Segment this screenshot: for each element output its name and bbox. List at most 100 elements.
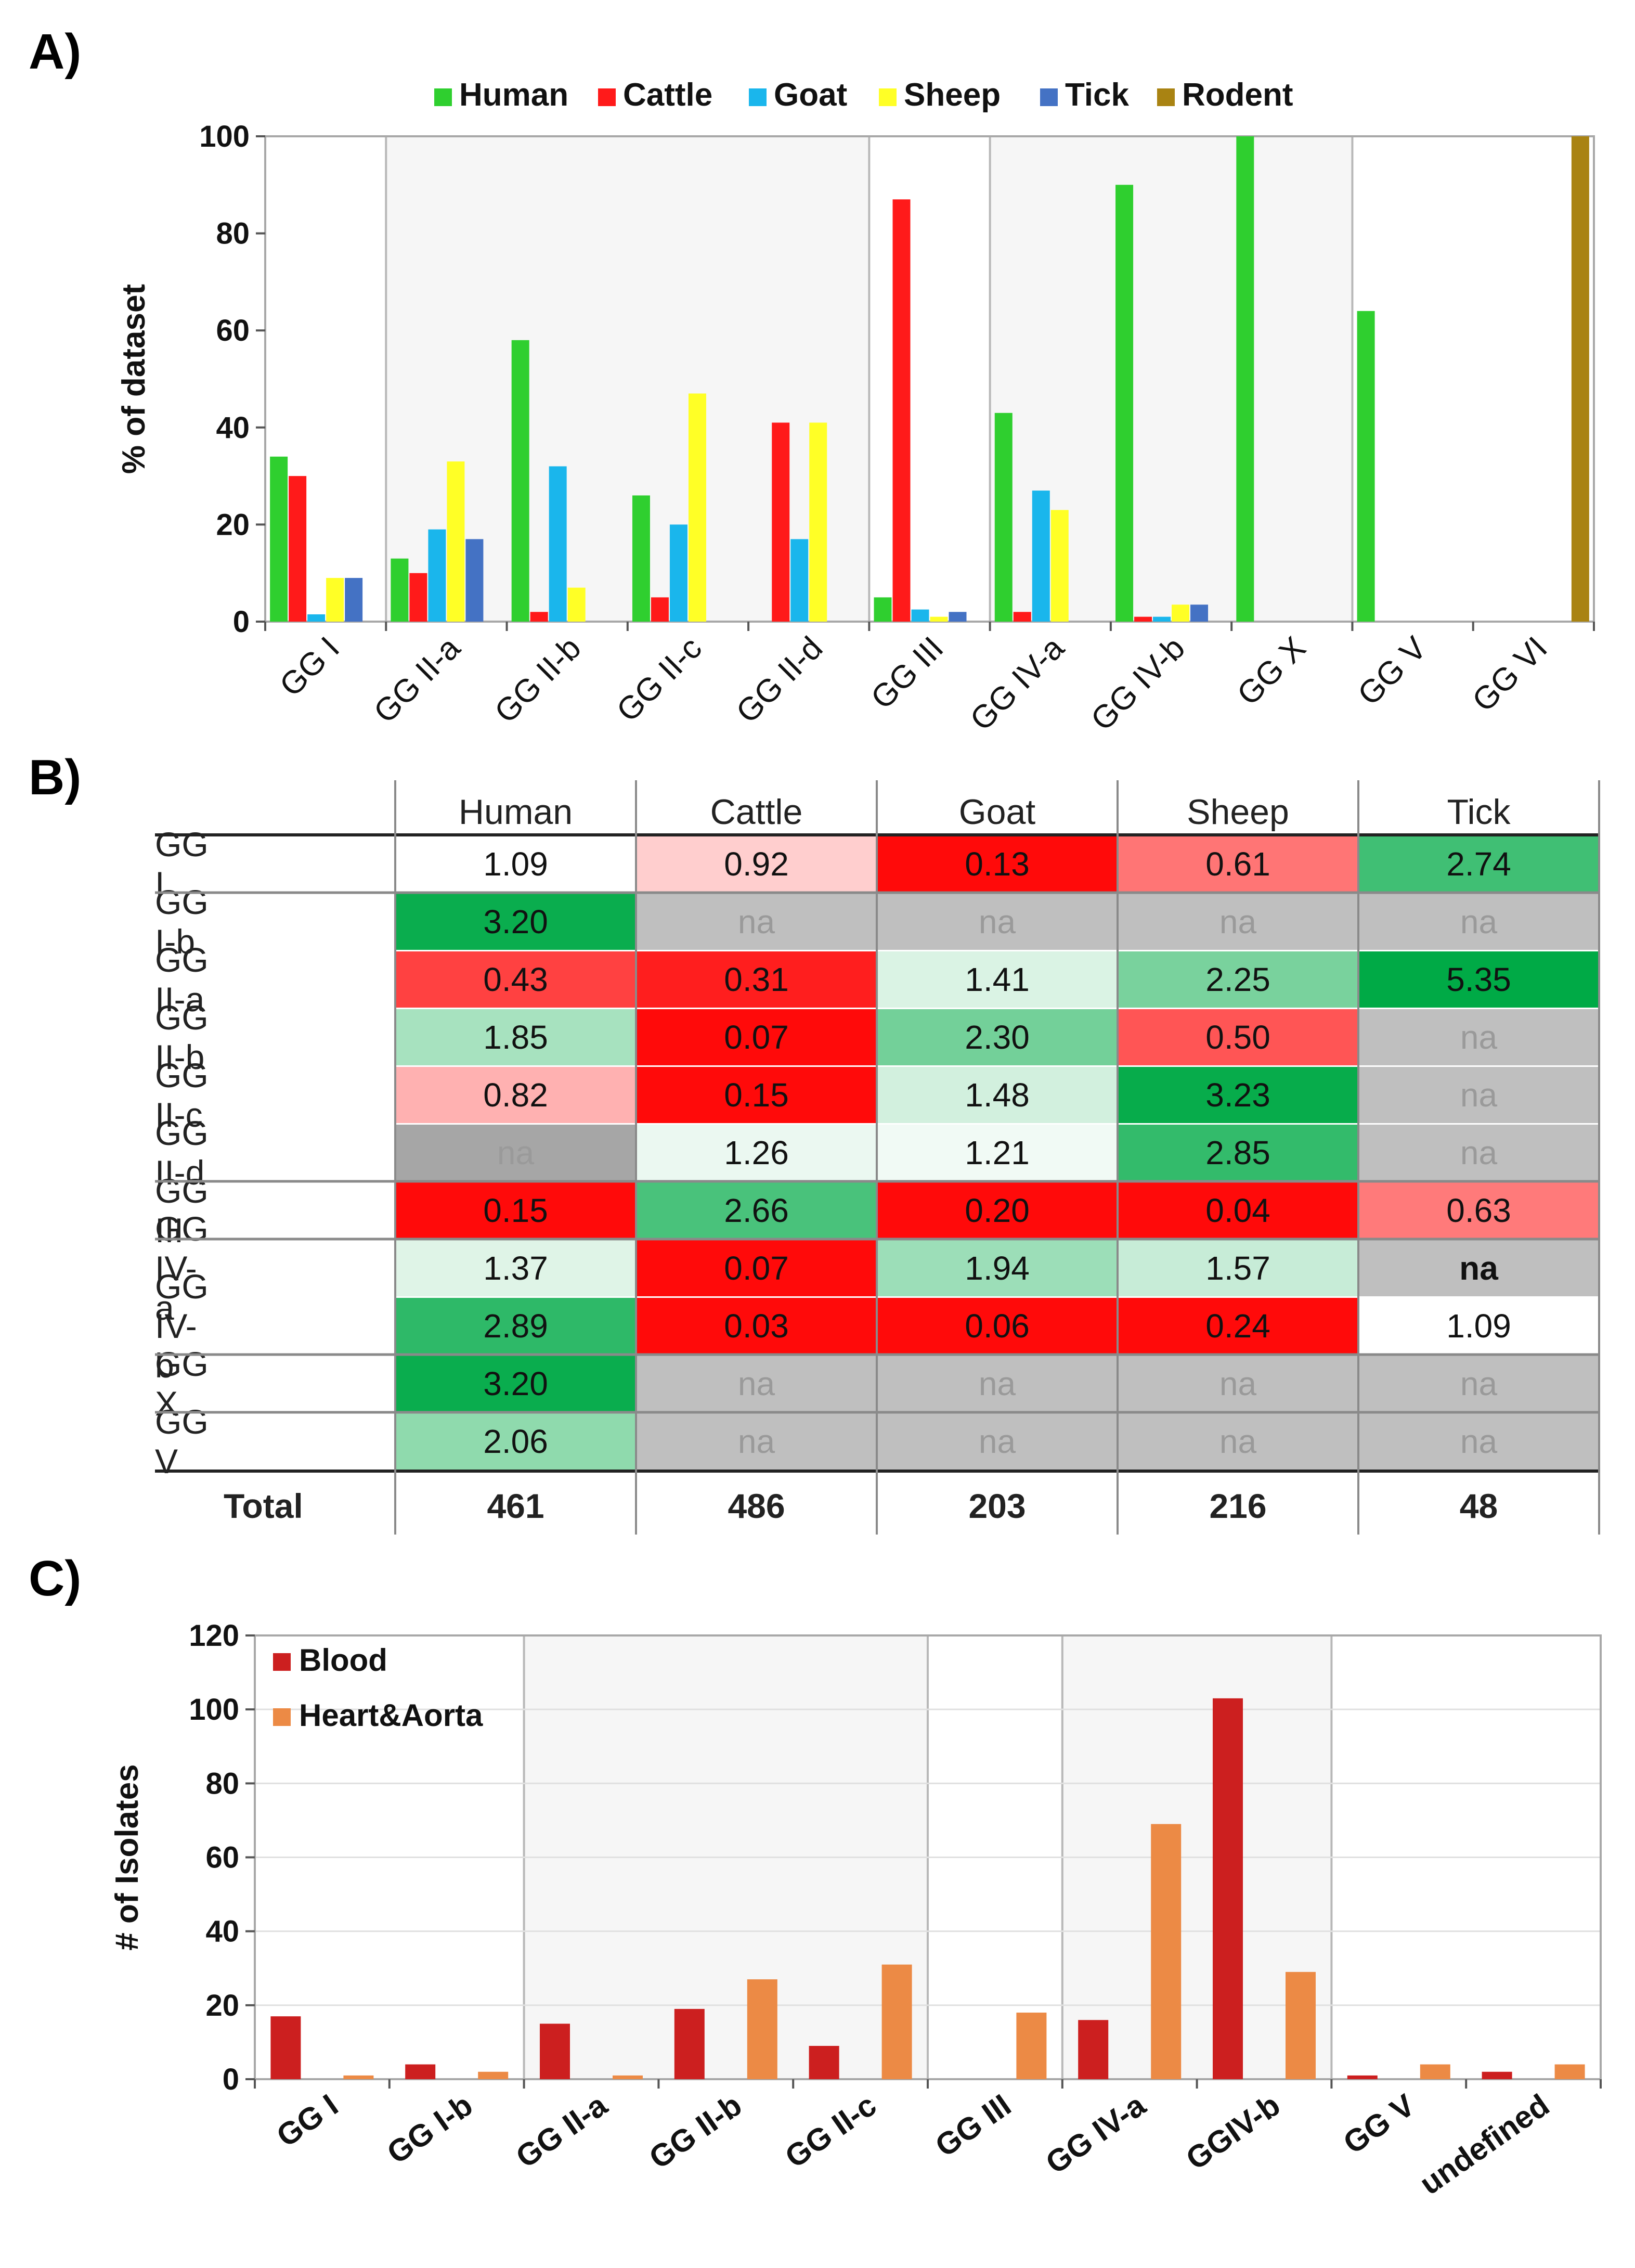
table-cell-gg-ii-a-tick: 5.35	[1358, 951, 1599, 1008]
panel-b-label: B)	[29, 750, 82, 805]
table-cell-gg-i-cattle: 0.92	[636, 836, 877, 892]
table-cell-gg-v-tick: na	[1358, 1413, 1599, 1470]
table-cell-gg-iii-goat: 0.20	[877, 1182, 1118, 1239]
table-cell-gg-iv-a-goat: 1.94	[877, 1240, 1118, 1296]
x-tick-label: GG II-b	[643, 2087, 748, 2176]
bar-heart-aorta-undefined	[1554, 2064, 1585, 2079]
bar-cattle-gg-ii-b	[530, 612, 548, 622]
legend-label-rodent: Rodent	[1182, 77, 1293, 113]
table-cell-gg-ii-d-cattle: 1.26	[636, 1125, 877, 1181]
legend-label-heart-aorta: Heart&Aorta	[299, 1698, 483, 1733]
table-cell-gg-ii-b-cattle: 0.07	[636, 1009, 877, 1065]
table-cell-gg-iii-human: 0.15	[395, 1182, 636, 1239]
legend-swatch-human	[434, 88, 452, 106]
table-cell-gg-x-human: 3.20	[395, 1356, 636, 1412]
table-cell-gg-ii-d-goat: 1.21	[877, 1125, 1118, 1181]
table-cell-gg-ii-a-human: 0.43	[395, 951, 636, 1008]
column-header-tick: Tick	[1447, 792, 1511, 832]
bar-sheep-gg-iii	[930, 616, 948, 622]
bar-blood-gg-i	[270, 2016, 301, 2079]
legend-swatch-cattle	[598, 88, 616, 106]
bar-human-gg-iv-a	[994, 413, 1013, 622]
table-cell-gg-ii-d-human: na	[395, 1125, 636, 1181]
bar-human-gg-ii-c	[632, 495, 650, 622]
bar-goat-gg-iv-a	[1032, 491, 1050, 622]
table-cell-gg-ii-a-sheep: 2.25	[1118, 951, 1358, 1008]
x-tick-label: GG II-a	[367, 630, 468, 730]
x-tick-label: GG II-c	[778, 2087, 883, 2175]
bar-cattle-gg-ii-d	[772, 422, 790, 622]
table-cell-gg-i-sheep: 0.61	[1118, 836, 1358, 892]
column-header-human: Human	[458, 792, 573, 832]
bar-heart-aorta-ggiv-b	[1286, 1971, 1316, 2079]
bar-sheep-gg-iv-a	[1050, 510, 1069, 622]
bar-blood-ggiv-b	[1213, 1698, 1243, 2079]
table-cell-gg-v-goat: na	[877, 1413, 1118, 1470]
table-cell-gg-ii-a-goat: 1.41	[877, 951, 1118, 1008]
y-axis-title: % of dataset	[116, 284, 152, 474]
legend-label-sheep: Sheep	[904, 77, 1001, 113]
table-cell-gg-i-b-human: 3.20	[395, 894, 636, 950]
legend-label-goat: Goat	[774, 77, 847, 113]
table-cell-gg-iv-a-cattle: 0.07	[636, 1240, 877, 1296]
bar-human-gg-ii-a	[391, 558, 409, 622]
table-cell-gg-iv-a-sheep: 1.57	[1118, 1240, 1358, 1296]
bar-blood-gg-i-b	[405, 2064, 436, 2079]
table-cell-gg-i-human: 1.09	[395, 836, 636, 892]
table-cell-gg-iv-a-human: 1.37	[395, 1240, 636, 1296]
bar-blood-gg-ii-b	[674, 2008, 705, 2079]
table-cell-gg-i-b-cattle: na	[636, 894, 877, 950]
total-cattle: 486	[728, 1487, 785, 1525]
legend-label-tick: Tick	[1065, 77, 1129, 113]
y-tick-label: 60	[216, 314, 250, 347]
bar-cattle-gg-ii-a	[409, 573, 427, 622]
bar-sheep-gg-ii-a	[447, 461, 465, 622]
x-tick-label: GGIV-b	[1179, 2087, 1286, 2177]
legend-swatch-goat	[749, 88, 767, 106]
table-cell-gg-i-tick: 2.74	[1358, 836, 1599, 892]
table-cell-gg-iii-sheep: 0.04	[1118, 1182, 1358, 1239]
bar-heart-aorta-gg-iv-a	[1151, 1824, 1182, 2079]
bar-heart-aorta-gg-i-b	[478, 2071, 509, 2079]
x-tick-label: GG II-b	[488, 630, 588, 730]
x-tick-label: GG VI	[1465, 630, 1554, 719]
y-tick-label: 100	[189, 1693, 239, 1726]
bar-human-gg-ii-b	[511, 340, 529, 622]
bar-blood-gg-v	[1347, 2075, 1378, 2079]
row-label: GG V	[155, 1402, 209, 1480]
bar-tick-gg-i	[345, 578, 363, 622]
total-sheep: 216	[1209, 1487, 1267, 1525]
table-cell-gg-ii-b-goat: 2.30	[877, 1009, 1118, 1065]
y-tick-label: 40	[205, 1915, 239, 1949]
bar-blood-undefined	[1482, 2071, 1512, 2079]
table-cell-gg-iv-b-human: 2.89	[395, 1298, 636, 1354]
total-goat: 203	[968, 1487, 1026, 1525]
x-tick-label: GG I-b	[381, 2087, 479, 2171]
table-cell-gg-v-cattle: na	[636, 1413, 877, 1470]
table-cell-gg-ii-c-goat: 1.48	[877, 1067, 1118, 1123]
bar-heart-aorta-gg-ii-b	[747, 1979, 777, 2079]
table-cell-gg-iii-tick: 0.63	[1358, 1182, 1599, 1239]
bar-cattle-gg-iv-b	[1134, 616, 1152, 622]
legend-label-human: Human	[459, 77, 568, 113]
bar-goat-gg-iii	[911, 609, 929, 622]
x-tick-label: GG II-d	[730, 630, 830, 730]
y-tick-label: 80	[216, 217, 250, 251]
panel-a-label: A)	[29, 24, 82, 80]
table-cell-gg-ii-c-sheep: 3.23	[1118, 1067, 1358, 1123]
x-tick-label: GG V	[1337, 2087, 1421, 2161]
y-tick-label: 40	[216, 411, 250, 445]
bar-rodent-gg-vi	[1571, 136, 1589, 622]
x-tick-label: undefined	[1413, 2087, 1555, 2201]
bar-goat-gg-ii-b	[549, 466, 567, 622]
table-cell-gg-ii-c-cattle: 0.15	[636, 1067, 877, 1123]
y-tick-label: 100	[199, 120, 250, 153]
y-axis-title: # of Isolates	[109, 1764, 145, 1950]
legend-swatch-blood	[273, 1653, 291, 1671]
table-cell-gg-iv-b-cattle: 0.03	[636, 1298, 877, 1354]
x-tick-label: GG IV-b	[1084, 630, 1192, 738]
table-cell-gg-iv-b-goat: 0.06	[877, 1298, 1118, 1354]
table-cell-gg-ii-a-cattle: 0.31	[636, 951, 877, 1008]
bar-goat-gg-ii-d	[790, 539, 809, 622]
table-cell-gg-iv-b-tick: 1.09	[1358, 1298, 1599, 1354]
